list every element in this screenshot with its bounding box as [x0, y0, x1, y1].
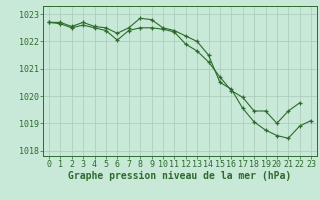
X-axis label: Graphe pression niveau de la mer (hPa): Graphe pression niveau de la mer (hPa) — [68, 171, 292, 181]
